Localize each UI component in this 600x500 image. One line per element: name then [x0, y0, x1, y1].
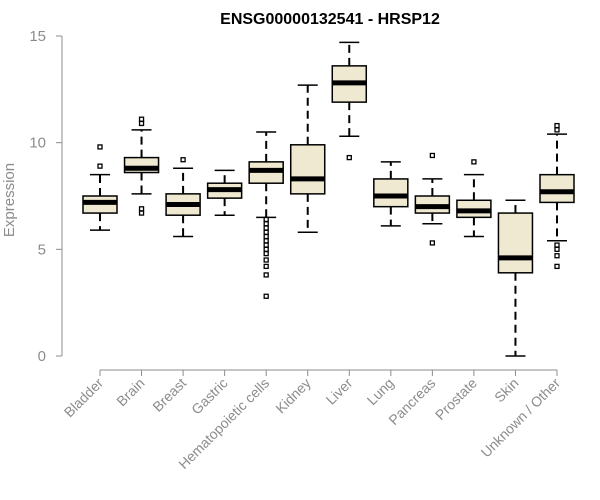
box-hematopoietic-cells — [248, 131, 284, 299]
box-liver — [331, 41, 368, 161]
outlier-point — [263, 229, 269, 235]
outlier-point — [263, 263, 269, 270]
outlier-point — [554, 127, 560, 133]
iqr-box — [497, 212, 534, 274]
outlier-point — [471, 159, 477, 165]
x-tick-label: Kidney — [272, 375, 314, 417]
box-skin — [497, 199, 534, 357]
box-lung — [373, 161, 409, 227]
box-brain — [123, 116, 160, 216]
outlier-point — [263, 238, 269, 244]
y-tick-label: 15 — [29, 28, 46, 45]
iqr-box — [289, 144, 326, 195]
outlier-point — [429, 152, 436, 159]
x-tick-label: Lung — [364, 375, 397, 408]
x-tick-label: Skin — [491, 375, 522, 406]
outlier-point — [554, 263, 560, 270]
outlier-point — [263, 233, 269, 240]
iqr-box — [373, 178, 409, 208]
outlier-point — [263, 242, 269, 248]
outlier-point — [429, 240, 436, 246]
outlier-point — [263, 272, 269, 278]
outlier-point — [97, 144, 103, 150]
outlier-point — [97, 163, 103, 169]
box-kidney — [289, 84, 326, 234]
x-tick-label: Liver — [323, 375, 356, 408]
box-prostate — [456, 159, 492, 238]
x-tick-label: Brain — [113, 375, 147, 409]
outlier-point — [554, 242, 560, 248]
chart-title: ENSG00000132541 - HRSP12 — [220, 11, 440, 28]
y-tick-label: 10 — [29, 135, 46, 152]
outlier-point — [138, 120, 145, 127]
y-axis-label: Expression — [1, 163, 18, 237]
outlier-point — [263, 250, 269, 257]
outlier-point — [263, 221, 269, 227]
outlier-point — [346, 154, 352, 161]
x-tick-label: Bladder — [61, 375, 107, 421]
outlier-point — [263, 225, 269, 231]
outlier-point — [554, 246, 560, 252]
outlier-point — [263, 293, 269, 299]
y-tick-label: 5 — [38, 241, 46, 258]
outlier-point — [554, 122, 560, 129]
box-pancreas — [414, 152, 451, 246]
x-tick-label: Prostate — [432, 375, 480, 423]
box-gastric — [206, 169, 243, 216]
boxes-group — [82, 41, 575, 357]
outlier-point — [180, 157, 186, 163]
x-tick-label: Breast — [149, 375, 189, 415]
outlier-point — [263, 257, 269, 263]
outlier-point — [138, 210, 145, 216]
outlier-point — [138, 116, 145, 122]
box-bladder — [82, 144, 118, 231]
outlier-point — [263, 216, 269, 223]
outlier-point — [263, 246, 269, 252]
y-axis: 0 5 10 15 — [29, 28, 63, 365]
box-unknown-other — [539, 122, 575, 270]
y-tick-label: 0 — [38, 348, 46, 365]
outlier-point — [138, 206, 145, 212]
box-breast — [165, 157, 201, 238]
iqr-box — [539, 173, 575, 204]
x-tick-label: Unknown / Other — [478, 375, 564, 461]
outlier-point — [554, 253, 560, 259]
